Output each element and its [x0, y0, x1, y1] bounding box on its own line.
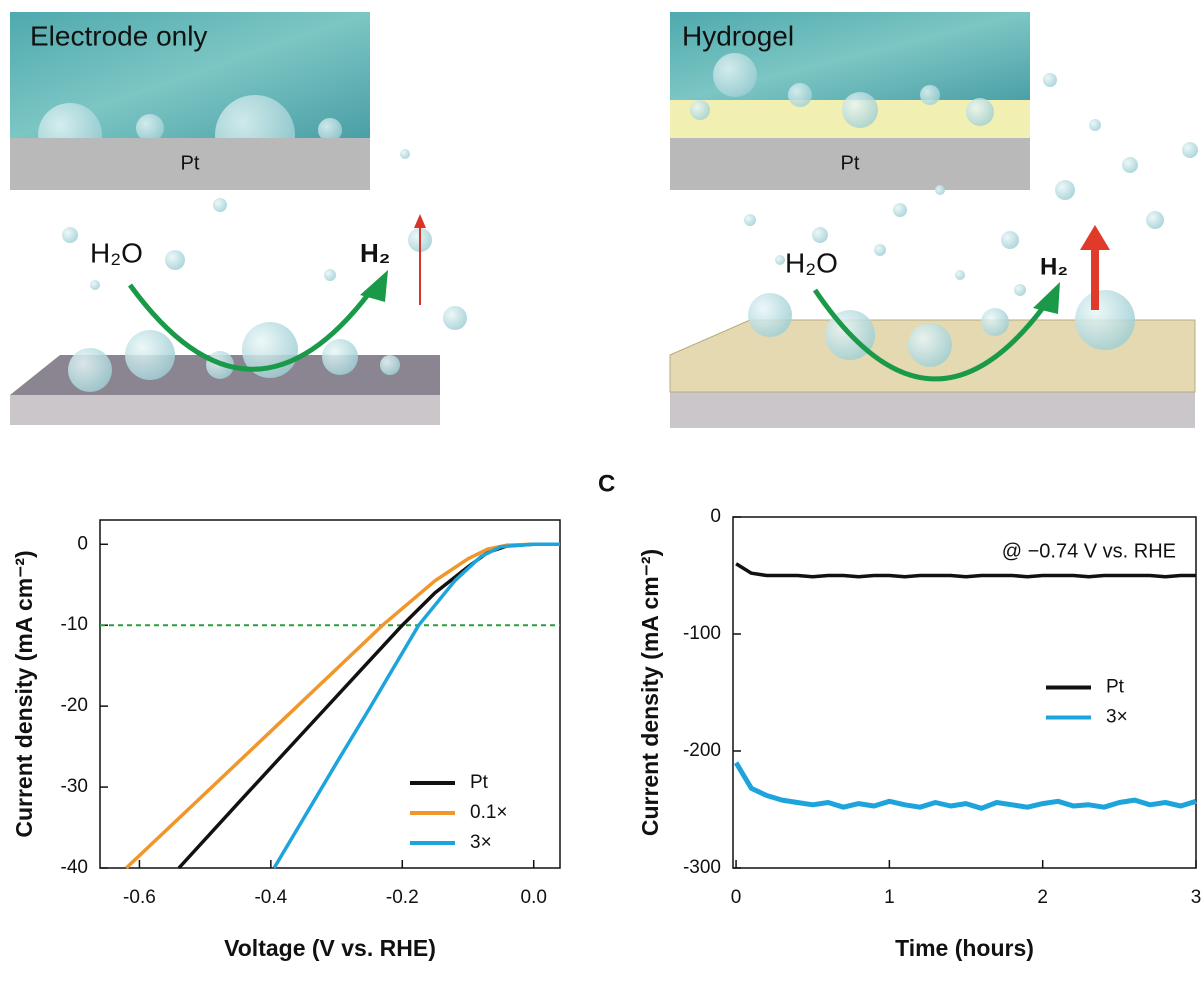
x-tick-label: 1	[884, 887, 895, 908]
y-axis-title: Current density (mA cm⁻²)	[637, 549, 663, 836]
arrow-head	[1033, 282, 1060, 314]
arrow-head	[1080, 225, 1110, 250]
slab	[670, 392, 1195, 428]
panel-label: C	[598, 470, 615, 497]
pt-label: Pt	[841, 152, 860, 174]
bubble	[136, 114, 164, 142]
reactant: H₂O	[785, 247, 838, 278]
pt-layer	[10, 138, 370, 190]
diagram-electrode: Electrode only Pt H₂O H₂	[10, 12, 467, 425]
y-tick-label: -10	[61, 614, 88, 635]
y-tick-label: -200	[683, 740, 721, 761]
slab	[10, 395, 440, 425]
x-axis-title: Voltage (V vs. RHE)	[224, 935, 436, 961]
reactant: H₂O	[90, 237, 143, 268]
legend-label: 0.1×	[470, 802, 508, 823]
y-tick-label: -20	[61, 695, 88, 716]
y-tick-label: 0	[77, 533, 88, 554]
panel-title: Hydrogel	[682, 20, 794, 51]
arrow-head	[360, 270, 388, 302]
panel-title: Electrode only	[30, 20, 207, 51]
y-tick-label: -300	[683, 857, 721, 878]
x-tick-label: -0.6	[123, 887, 156, 908]
charts: -0.6 -0.4 -0.2 0.0 0 -10 -20 -30 -40 Voltage (V v…	[11, 470, 1201, 961]
reaction-arrow	[812, 288, 1048, 382]
series-line	[735, 562, 1196, 579]
x-axis-title: Time (hours)	[895, 935, 1034, 961]
plot-frame	[99, 519, 561, 869]
plot-frame	[732, 516, 1197, 869]
legend-label: Pt	[1106, 677, 1125, 698]
series-line	[272, 542, 560, 869]
pt-layer	[670, 138, 1030, 190]
product: H₂	[360, 238, 390, 268]
x-tick-label: -0.2	[386, 887, 419, 908]
x-tick-label: 3	[1191, 887, 1202, 908]
diagram-hydrogel: Hydrogel Pt H₂O H₂	[669, 12, 1198, 428]
bubble	[318, 118, 342, 142]
legend-label: 3×	[470, 832, 492, 853]
annotation: @ −0.74 V vs. RHE	[1002, 540, 1176, 562]
x-tick-label: 0	[731, 887, 742, 908]
legend-label: Pt	[470, 772, 489, 793]
bubbles	[690, 53, 994, 128]
y-tick-label: -40	[61, 857, 88, 878]
y-tick-label: 0	[710, 506, 721, 527]
reaction-arrow	[127, 283, 372, 372]
x-tick-label: 2	[1037, 887, 1048, 908]
pt-label: Pt	[181, 152, 200, 174]
arrow-head	[414, 214, 426, 228]
series-line	[733, 761, 1197, 811]
y-tick-label: -30	[61, 776, 88, 797]
y-tick-label: -100	[683, 623, 721, 644]
y-axis-title: Current density (mA cm⁻²)	[11, 550, 37, 837]
legend-label: 3×	[1106, 707, 1128, 728]
x-tick-label: 0.0	[521, 887, 547, 908]
x-tick-label: -0.4	[254, 887, 287, 908]
product: H₂	[1040, 253, 1068, 280]
